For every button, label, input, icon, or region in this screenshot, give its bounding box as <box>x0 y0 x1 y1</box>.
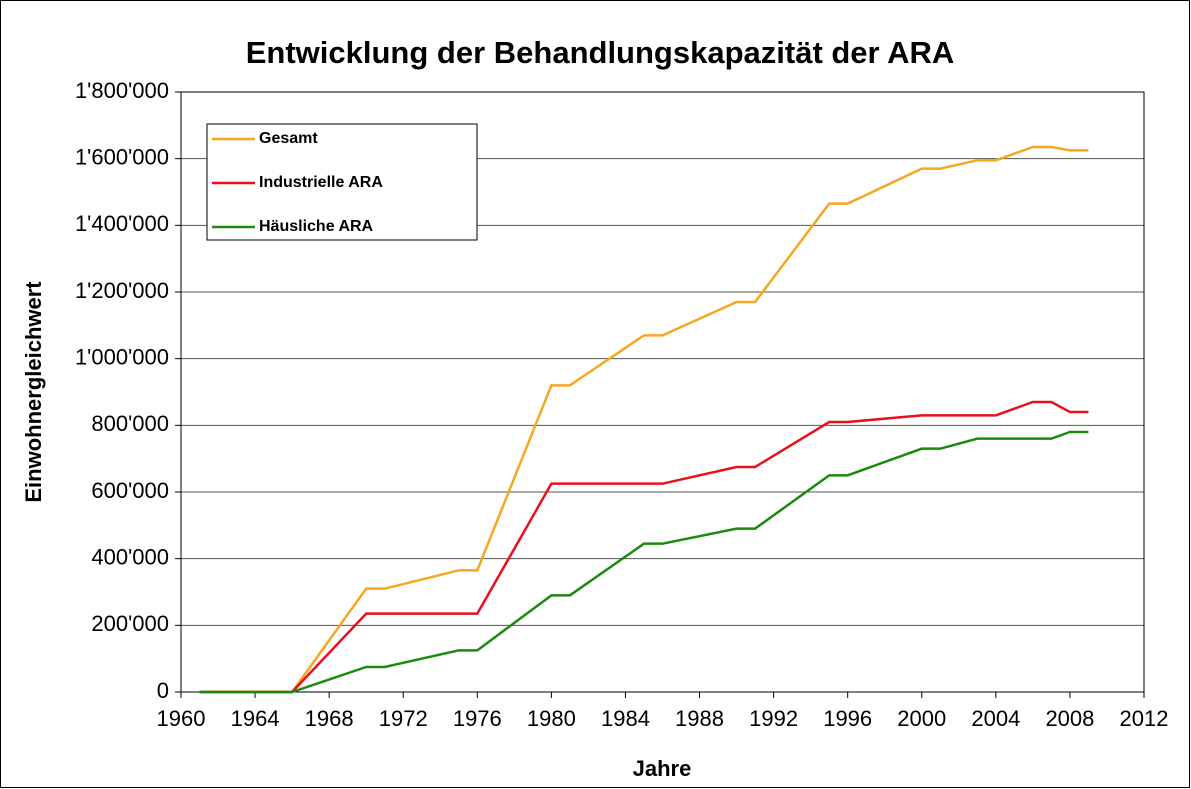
y-tick-label: 1'400'000 <box>75 211 169 236</box>
x-tick-label: 1988 <box>675 706 724 731</box>
x-tick-label: 2004 <box>971 706 1020 731</box>
x-tick-label: 1996 <box>823 706 872 731</box>
y-tick-label: 0 <box>157 678 169 703</box>
x-tick-label: 1992 <box>749 706 798 731</box>
plot-border <box>180 91 1145 693</box>
y-tick-label: 1'200'000 <box>75 278 169 303</box>
x-tick-label: 1972 <box>379 706 428 731</box>
y-axis-label: Einwohnergleichwert <box>21 281 46 503</box>
legend-label: Industrielle ARA <box>259 174 383 191</box>
x-tick-label: 2008 <box>1045 706 1094 731</box>
y-tick-label: 1'000'000 <box>75 344 169 369</box>
y-tick-label: 1'600'000 <box>75 144 169 169</box>
x-tick-label: 1984 <box>601 706 650 731</box>
x-tick-label: 1976 <box>453 706 502 731</box>
x-tick-label: 1964 <box>231 706 280 731</box>
series-line <box>199 430 1089 694</box>
y-tick-label: 1'800'000 <box>75 78 169 103</box>
y-tick-label: 600'000 <box>91 478 169 503</box>
y-tick-label: 200'000 <box>91 611 169 636</box>
series-line <box>199 400 1089 694</box>
legend-label: Häusliche ARA <box>259 218 374 235</box>
x-tick-label: 1980 <box>527 706 576 731</box>
y-tick-label: 400'000 <box>91 544 169 569</box>
y-tick-label: 800'000 <box>91 411 169 436</box>
series-line <box>199 145 1089 694</box>
x-tick-label: 2000 <box>897 706 946 731</box>
x-tick-label: 2012 <box>1120 706 1169 731</box>
chart-title: Entwicklung der Behandlungskapazität der… <box>246 35 955 70</box>
legend-label: Gesamt <box>259 130 318 147</box>
x-tick-label: 1968 <box>305 706 354 731</box>
x-axis-label: Jahre <box>633 756 692 781</box>
x-tick-label: 1960 <box>157 706 206 731</box>
